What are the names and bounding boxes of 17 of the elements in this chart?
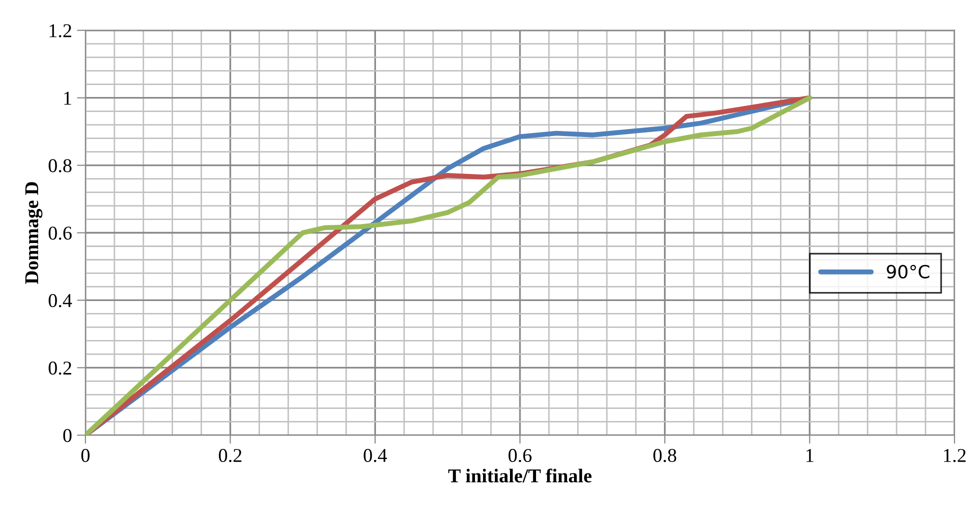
y-tick-label: 1.2 [50,24,72,38]
x-tick-label: 1.2 [944,448,966,462]
y-tick-label: 1 [64,92,72,105]
x-axis-title: T initiale/T finale [448,468,592,482]
legend-label: 90°C [886,264,930,278]
y-axis-title: Dommage D [25,182,42,284]
y-tick-label: 0.8 [48,159,72,172]
y-tick-label: 0.6 [48,226,72,240]
x-tick-label: 0.4 [364,448,387,462]
x-tick-label: 0 [81,448,90,462]
x-tick-label: 1 [806,449,814,462]
y-tick-label: 0.4 [48,294,72,308]
x-tick-label: 0.6 [508,448,532,462]
x-tick-label: 0.8 [653,448,676,462]
y-tick-label: 0.2 [48,362,72,375]
x-tick-label: 0.2 [218,448,242,462]
y-tick-label: 0 [63,428,72,442]
